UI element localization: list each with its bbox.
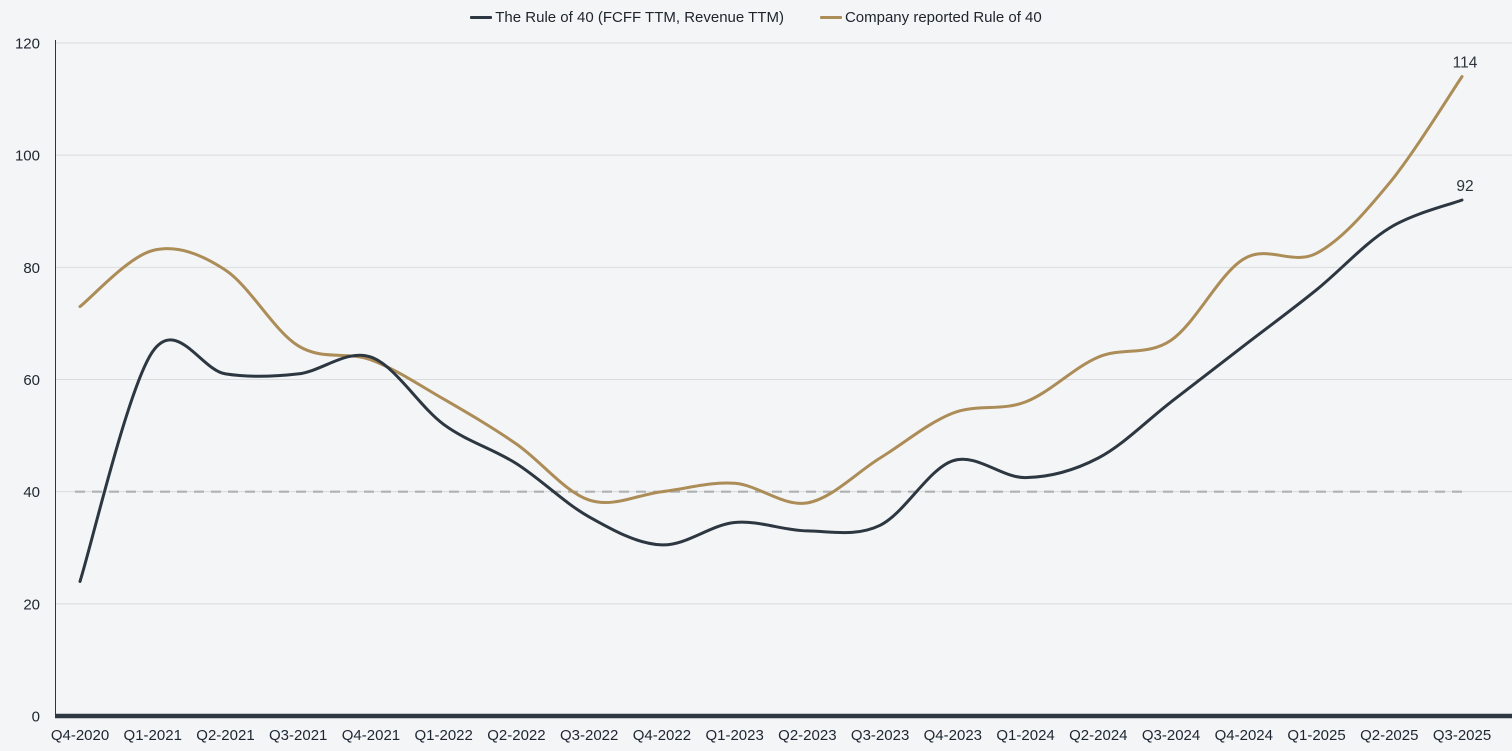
x-axis-tick-label: Q2-2022 — [487, 727, 545, 744]
y-axis-tick-label: 0 — [32, 709, 40, 726]
chart-legend: The Rule of 40 (FCFF TTM, Revenue TTM) C… — [0, 9, 1512, 26]
x-axis-tick-label: Q3-2024 — [1142, 727, 1200, 744]
series-line-company-reported — [78, 75, 1464, 505]
legend-label-company-reported: Company reported Rule of 40 — [844, 9, 1042, 26]
x-axis-tick-label: Q4-2024 — [1215, 727, 1273, 744]
y-axis-tick-label: 20 — [23, 596, 40, 613]
y-axis-tick-label: 60 — [23, 372, 40, 389]
x-axis-tick-label: Q4-2021 — [342, 727, 400, 744]
legend-label-fcff-rule-of-40: The Rule of 40 (FCFF TTM, Revenue TTM) — [495, 9, 784, 26]
x-axis-tick-label: Q3-2023 — [851, 727, 909, 744]
x-axis-tick-label: Q1-2022 — [414, 727, 472, 744]
y-axis-tick-label: 120 — [15, 36, 40, 53]
x-axis-tick-label: Q3-2022 — [560, 727, 618, 744]
y-axis-tick-label: 40 — [23, 484, 40, 501]
series-end-label-fcff-rule-of-40: 92 — [1456, 178, 1473, 195]
x-axis-tick-label: Q4-2020 — [51, 727, 109, 744]
legend-item-company-reported: Company reported Rule of 40 — [819, 9, 1042, 26]
x-axis-tick-label: Q1-2021 — [124, 727, 182, 744]
x-axis-tick-label: Q4-2022 — [633, 727, 691, 744]
x-axis-tick-label: Q2-2023 — [778, 727, 836, 744]
series-end-label-company-reported: 114 — [1453, 55, 1478, 72]
y-axis-tick-label: 100 — [15, 148, 40, 165]
x-axis-tick-label: Q3-2021 — [269, 727, 327, 744]
x-axis-tick-label: Q1-2025 — [1287, 727, 1345, 744]
series-line-fcff-rule-of-40 — [78, 198, 1464, 583]
x-axis-tick-label: Q3-2025 — [1433, 727, 1491, 744]
y-axis-tick-label: 80 — [23, 260, 40, 277]
x-axis-tick-label: Q1-2023 — [705, 727, 763, 744]
legend-item-fcff-rule-of-40: The Rule of 40 (FCFF TTM, Revenue TTM) — [470, 9, 784, 26]
legend-swatch-company-reported — [819, 16, 842, 19]
x-axis-tick-label: Q1-2024 — [996, 727, 1054, 744]
legend-swatch-fcff-rule-of-40 — [470, 16, 493, 19]
x-axis-tick-label: Q2-2024 — [1069, 727, 1127, 744]
x-axis-tick-label: Q2-2025 — [1360, 727, 1418, 744]
x-axis-tick-label: Q2-2021 — [196, 727, 254, 744]
x-axis-tick-label: Q4-2023 — [924, 727, 982, 744]
